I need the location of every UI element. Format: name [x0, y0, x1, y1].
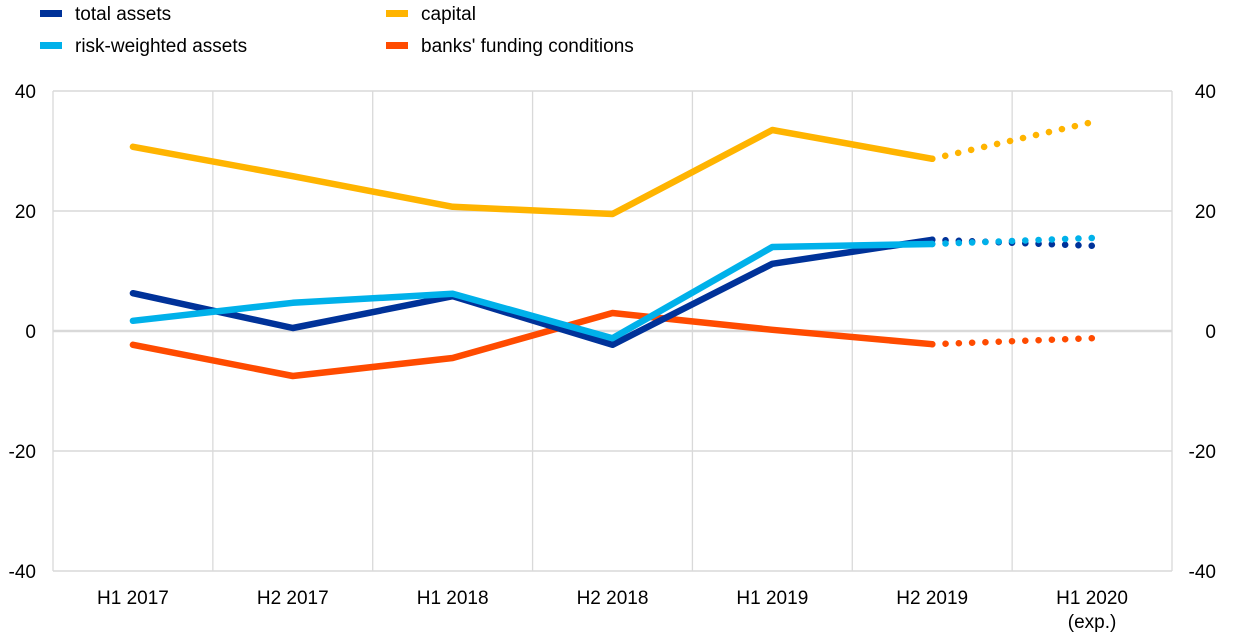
legend-label: total assets: [75, 4, 171, 25]
x-tick-label: H2 2019: [896, 588, 968, 609]
y-tick-label-right: 40: [1195, 82, 1216, 103]
x-tick-label: H1 2020: [1056, 588, 1128, 609]
x-tick-label: H2 2017: [257, 588, 329, 609]
series-lines: [133, 122, 1092, 376]
x-tick-label: H1 2018: [417, 588, 489, 609]
legend-label: banks' funding conditions: [421, 36, 634, 57]
legend-swatch: [40, 10, 62, 17]
y-tick-label-right: 20: [1195, 202, 1216, 223]
y-tick-label-right: 0: [1205, 322, 1216, 343]
legend: total assets risk-weighted assets capital b…: [40, 4, 634, 57]
y-tick-label-left: 40: [15, 82, 36, 103]
x-tick-label: H1 2017: [97, 588, 169, 609]
x-tick-sublabel: (exp.): [1068, 612, 1117, 633]
x-tick-label: H2 2018: [577, 588, 649, 609]
y-tick-label-left: 20: [15, 202, 36, 223]
y-tick-label-left: -40: [9, 562, 36, 583]
legend-swatch: [40, 42, 62, 49]
series-expected-line-banks-funding-conditions: [932, 338, 1092, 344]
x-tick-label: H1 2019: [736, 588, 808, 609]
x-axis: H1 2017 H2 2017 H1 2018 H2 2018 H1 2019 H2 20…: [97, 588, 1128, 633]
y-tick-label-left: -20: [9, 442, 36, 463]
legend-label: capital: [421, 4, 476, 25]
y-tick-label-right: -20: [1189, 442, 1216, 463]
y-axis-left: -40 -20 0 20 40: [9, 82, 36, 583]
legend-swatch: [386, 42, 408, 49]
y-tick-label-left: 0: [25, 322, 36, 343]
y-axis-right: -40 -20 0 20 40: [1189, 82, 1216, 583]
legend-label: risk-weighted assets: [75, 36, 247, 57]
legend-swatch: [386, 10, 408, 17]
y-tick-label-right: -40: [1189, 562, 1216, 583]
